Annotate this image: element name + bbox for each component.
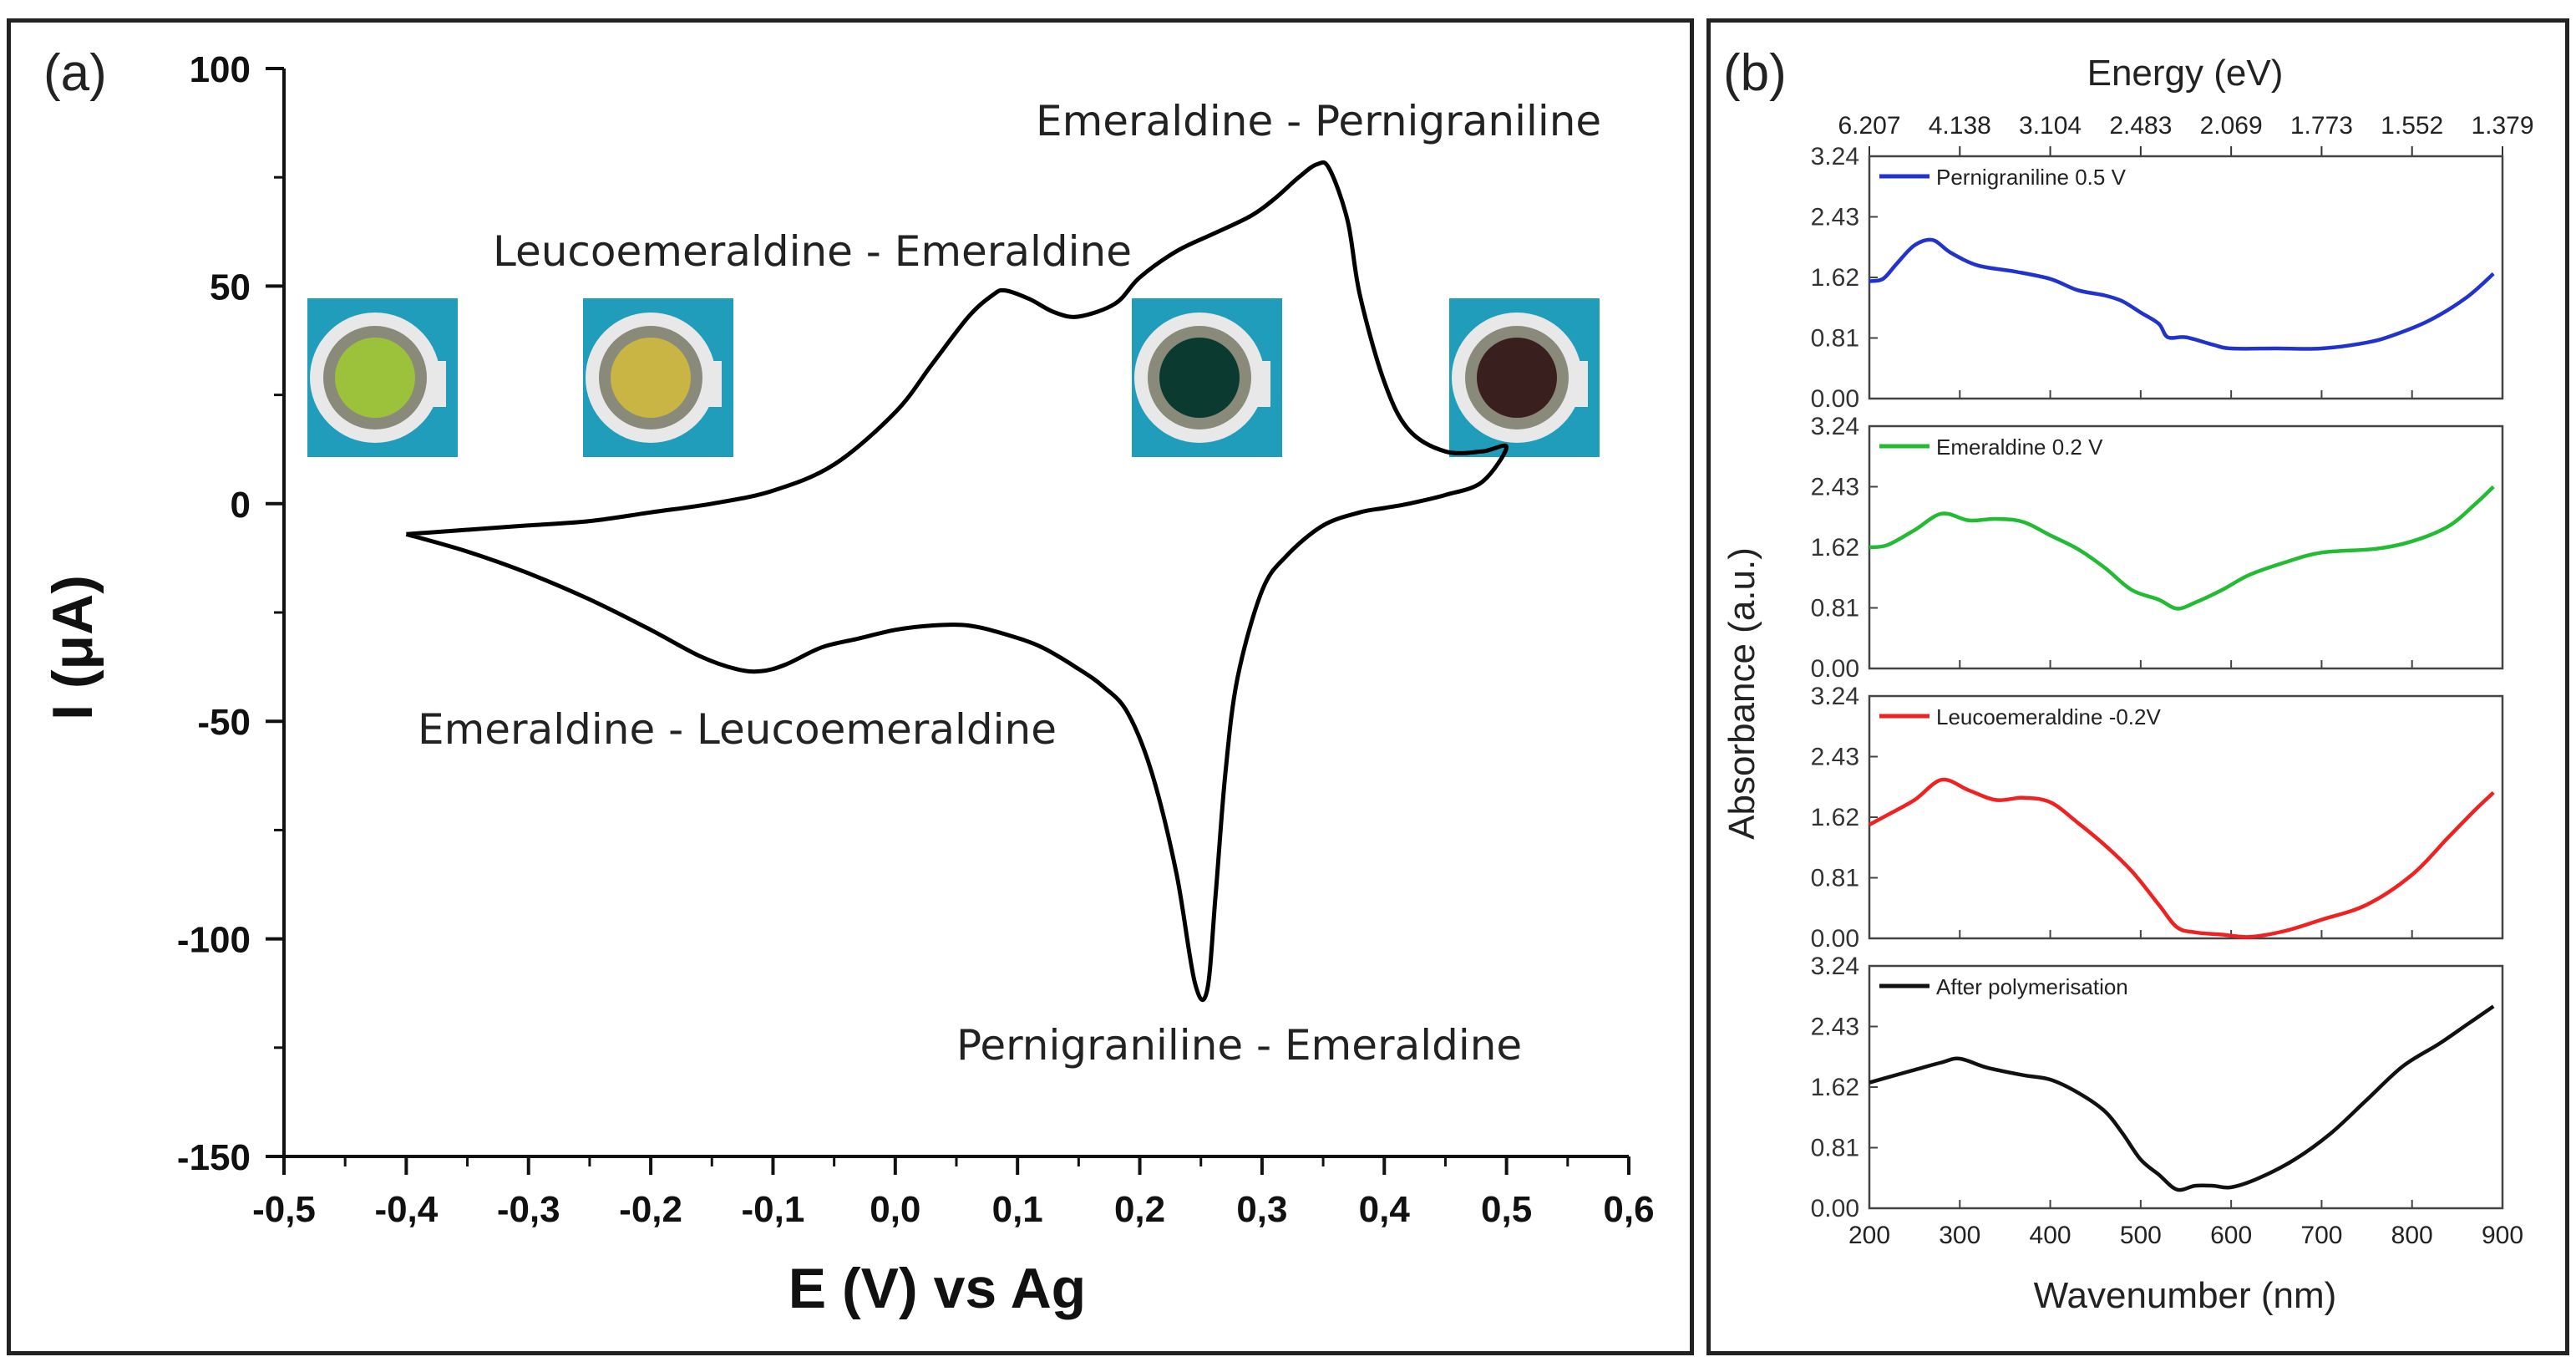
panel-a-y-tick-label: 100 (190, 49, 251, 90)
spectrum-curve (1868, 777, 2495, 939)
panel-b-x-tick-label: 800 (2391, 1222, 2433, 1249)
panel-b-y-tick-label: 3.24 (1811, 953, 1859, 980)
subplot-frame (1868, 694, 2504, 940)
panel-b-top-tick-label: 2.069 (2200, 112, 2263, 140)
panel-a-y-tick-label: 50 (210, 267, 251, 307)
panel-a-y-tick-label: -150 (177, 1137, 251, 1178)
electrode-photo-transition (583, 298, 733, 457)
electrode-photo-leucoemeraldine (307, 298, 458, 457)
panel-a-x-tick-label: 0,2 (1114, 1189, 1165, 1230)
panel-b-top-tick-label: 1.773 (2290, 112, 2353, 140)
panel-b-x-tick-label: 900 (2482, 1222, 2523, 1249)
spectrum-curve (1869, 485, 2495, 611)
annotation-emeraldine-leucoemeraldine: Emeraldine - Leucoemeraldine (418, 705, 1057, 754)
panel-b-y-tick-label: 3.24 (1811, 143, 1859, 170)
cv-curve (405, 160, 1509, 1003)
panel-a-x-tick-label: 0,3 (1236, 1189, 1287, 1230)
panel-a-y-tick-label: -100 (177, 920, 251, 961)
panel-b-y-tick-label: 0.81 (1811, 325, 1859, 353)
panel-a-x-tick-label: -0,5 (252, 1189, 316, 1230)
panel-b-x-tick-label: 600 (2210, 1222, 2252, 1249)
panel-a-x-tick-label: 0,4 (1359, 1189, 1411, 1230)
spectrum-curve (1869, 1004, 2495, 1192)
panel-a-x-tick-label: 0,1 (992, 1189, 1043, 1230)
annotation-emeraldine-pernigraniline: Emeraldine - Pernigraniline (1036, 97, 1601, 145)
panel-b-x-tick-label: 400 (2030, 1222, 2071, 1249)
panel-b-y-tick-label: 1.62 (1811, 534, 1859, 562)
panel-a-label: (a) (43, 44, 107, 102)
panel-b-y-tick-label: 0.81 (1811, 865, 1859, 892)
subplot-1: 0.00 0.81 1.62 2.43 3.24 Pernigraniline 0.5 V (1811, 143, 2504, 413)
panel-a-x-tick-label: -0,2 (619, 1189, 682, 1230)
panel-b-y-tick-label: 0.81 (1811, 1135, 1859, 1162)
panel-b-y-tick-label: 0.00 (1811, 385, 1859, 413)
annotation-leucoemeraldine-emeraldine: Leucoemeraldine - Emeraldine (493, 227, 1132, 276)
panel-a-y-tick-label: 0 (231, 485, 251, 526)
subplot-frame (1868, 964, 2504, 1210)
panel-a-x-tick-label: -0,1 (742, 1189, 805, 1230)
spectrum-curve (1869, 237, 2495, 351)
panel-b-x-tick-label: 200 (1848, 1222, 1890, 1249)
panel-a-x-tick-label: 0,5 (1481, 1189, 1532, 1230)
panel-b-y-tick-label: 3.24 (1811, 413, 1859, 440)
subplot-3: 0.00 0.81 1.62 2.43 3.24 Leucoemeraldine -0.2… (1811, 683, 2504, 953)
panel-b-top-tick-label: 1.379 (2471, 112, 2533, 140)
panel-a-y-tick-label: -50 (197, 702, 251, 743)
legend-label: Leucoemeraldine -0.2V (1936, 704, 2161, 729)
electrode-photo-pernigraniline (1449, 298, 1600, 457)
panel-b-top-tick-label: 2.483 (2109, 112, 2172, 140)
panel-a-y-axis-title: I (μA) (41, 575, 104, 720)
legend-label: After polymerisation (1936, 974, 2128, 999)
subplot-4: 0.00 0.81 1.62 2.43 3.24 After polymerisation (1811, 953, 2504, 1222)
panel-b-y-tick-label: 0.00 (1811, 925, 1859, 953)
panel-b-x-tick-label: 700 (2300, 1222, 2342, 1249)
panel-b-label: (b) (1723, 44, 1787, 102)
panel-a-x-tick-label: 0,0 (870, 1189, 920, 1230)
panel-b-top-tick-label: 3.104 (2019, 112, 2082, 140)
panel-b-y-tick-label: 2.43 (1811, 744, 1859, 771)
electrode-photo-emeraldine (1132, 298, 1282, 457)
panel-b-y-tick-label: 2.43 (1811, 204, 1859, 231)
panel-b-top-tick-label: 1.552 (2381, 112, 2443, 140)
panel-a-x-tick-label: 0,6 (1603, 1189, 1654, 1230)
panel-a-x-tick-label: -0,4 (374, 1189, 438, 1230)
panel-b-top-tick-label: 6.207 (1838, 112, 1900, 140)
panel-b-y-tick-label: 2.43 (1811, 1014, 1859, 1041)
panel-a-frame (7, 18, 1694, 1355)
panel-b-y-tick-label: 0.81 (1811, 595, 1859, 623)
panel-b-y-tick-label: 0.00 (1811, 1195, 1859, 1222)
panel-b-y-tick-label: 0.00 (1811, 655, 1859, 683)
panel-b-x-tick-label: 500 (2120, 1222, 2162, 1249)
panel-b-y-axis-title: Absorbance (a.u.) (1722, 547, 1762, 840)
panel-b-y-tick-label: 1.62 (1811, 264, 1859, 292)
panel-b-top-axis-title: Energy (eV) (2087, 53, 2284, 94)
subplot-frame (1868, 155, 2504, 400)
panel-b-y-tick-label: 1.62 (1811, 804, 1859, 831)
legend-label: Emeraldine 0.2 V (1936, 435, 2103, 460)
panel-a-x-axis-title: E (V) vs Ag (789, 1257, 1086, 1320)
subplot-frame (1868, 424, 2504, 670)
panel-a-x-tick-label: -0,3 (497, 1189, 560, 1230)
panel-b-y-tick-label: 3.24 (1811, 683, 1859, 710)
panel-b-top-tick-label: 4.138 (1929, 112, 1991, 140)
annotation-pernigraniline-emeraldine: Pernigraniline - Emeraldine (956, 1021, 1522, 1070)
legend-label: Pernigraniline 0.5 V (1936, 165, 2127, 190)
panel-b-y-tick-label: 1.62 (1811, 1074, 1859, 1101)
panel-b-x-tick-label: 300 (1939, 1222, 1980, 1249)
panel-b-x-axis-title: Wavenumber (nm) (2034, 1275, 2337, 1316)
panel-b-y-tick-label: 2.43 (1811, 474, 1859, 501)
subplot-2: 0.00 0.81 1.62 2.43 3.24 Emeraldine 0.2 V (1811, 413, 2504, 683)
